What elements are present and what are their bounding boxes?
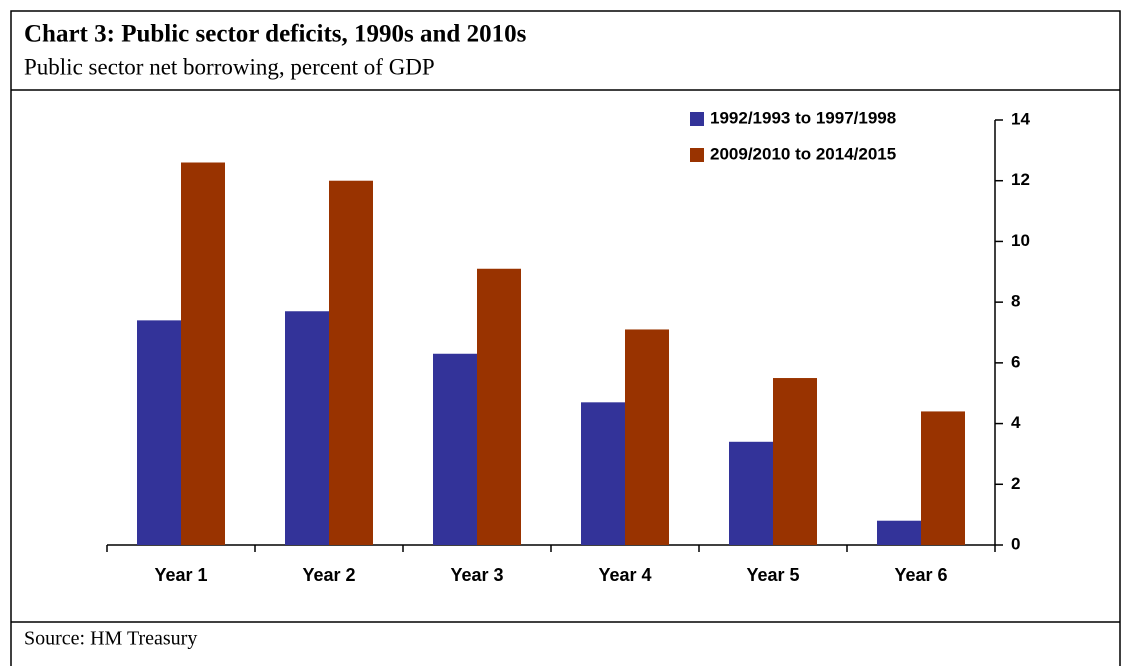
bar — [729, 441, 773, 545]
bar — [181, 162, 225, 545]
bar — [877, 520, 921, 545]
y-tick-label: 12 — [1011, 170, 1030, 189]
bar — [921, 411, 965, 545]
y-tick-label: 0 — [1011, 534, 1020, 553]
x-tick-label: Year 1 — [154, 565, 207, 585]
x-tick-label: Year 4 — [598, 565, 651, 585]
frame — [10, 10, 1121, 666]
bar — [581, 402, 625, 545]
x-tick-label: Year 6 — [894, 565, 947, 585]
legend-label: 2009/2010 to 2014/2015 — [710, 144, 896, 163]
x-tick-label: Year 3 — [450, 565, 503, 585]
bar — [137, 320, 181, 545]
legend-label: 1992/1993 to 1997/1998 — [710, 108, 896, 127]
y-tick-label: 14 — [1011, 109, 1030, 128]
bar — [625, 329, 669, 545]
y-tick-label: 2 — [1011, 474, 1020, 493]
bar — [285, 311, 329, 545]
source: Source: HM Treasury — [24, 628, 197, 650]
x-tick-label: Year 2 — [302, 565, 355, 585]
bar — [433, 353, 477, 545]
y-tick-label: 10 — [1011, 231, 1030, 250]
bar — [329, 180, 373, 545]
y-tick-label: 8 — [1011, 292, 1020, 311]
bar — [477, 268, 521, 545]
legend-swatch — [690, 148, 704, 162]
chart-title: Chart 3: Public sector deficits, 1990s a… — [24, 21, 527, 48]
y-tick-label: 4 — [1011, 413, 1021, 432]
chart-subtitle: Public sector net borrowing, percent of … — [24, 54, 435, 79]
legend-swatch — [690, 112, 704, 126]
x-tick-label: Year 5 — [746, 565, 799, 585]
y-tick-label: 6 — [1011, 352, 1020, 371]
bar — [773, 378, 817, 545]
